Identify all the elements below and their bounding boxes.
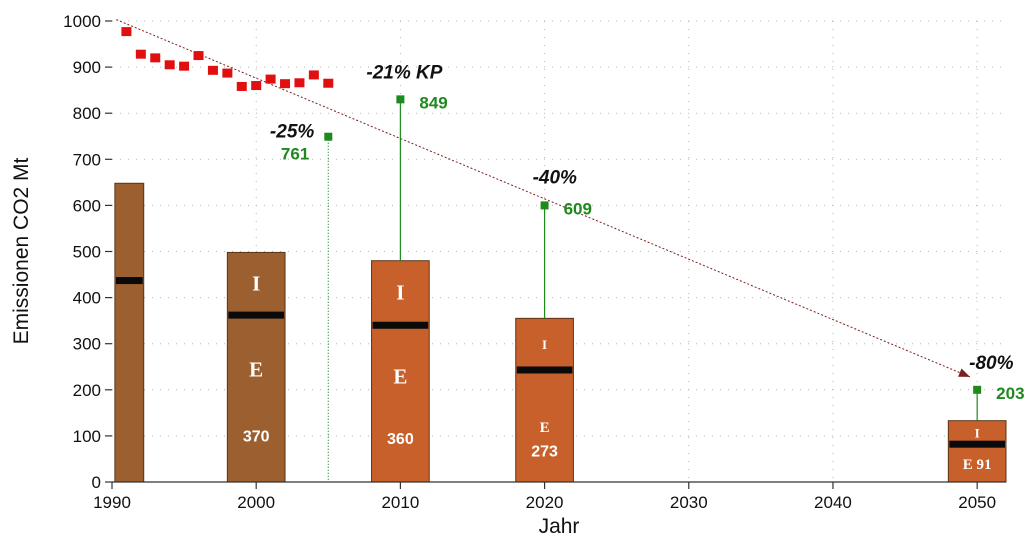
annual-point: [121, 27, 132, 37]
bar-split-line: [228, 311, 285, 319]
bar-i-label: I: [396, 281, 404, 305]
y-tick-label: 900: [73, 58, 101, 77]
target-marker: [973, 385, 982, 394]
annual-point: [150, 53, 161, 63]
trend-line: [116, 19, 971, 378]
target-marker: [540, 201, 549, 210]
target-value-label: 203: [996, 384, 1024, 403]
trend-arrowhead: [958, 368, 970, 377]
bar-split-line: [949, 440, 1005, 448]
x-tick-label: 2010: [381, 493, 419, 512]
bar-split-line: [115, 277, 143, 285]
target-value-label: 609: [564, 199, 592, 218]
y-tick-label: 200: [73, 381, 101, 400]
bar-i-label: I: [252, 272, 260, 296]
x-tick-label: 2050: [958, 493, 996, 512]
target-value-label: 849: [419, 93, 447, 112]
target-marker: [396, 95, 405, 104]
y-tick-label: 800: [73, 104, 101, 123]
annual-point: [135, 49, 146, 59]
y-tick-label: 0: [92, 473, 101, 492]
bar-value-label: 370: [243, 428, 270, 445]
x-tick-label: 2030: [670, 493, 708, 512]
target-percent-label: -21% KP: [366, 62, 442, 83]
y-axis-title: Emissionen CO2 Mt: [10, 157, 33, 344]
y-tick-label: 1000: [63, 12, 101, 31]
annual-point: [265, 74, 276, 84]
bar-value-label: 360: [387, 431, 414, 448]
y-tick-label: 600: [73, 196, 101, 215]
annual-points: [121, 27, 334, 91]
y-tick-label: 700: [73, 150, 101, 169]
annual-point: [280, 79, 291, 89]
bars: I E 370 I E 360 I E 273 I E 91: [114, 182, 1007, 483]
x-tick-label: 2040: [814, 493, 852, 512]
annual-point: [193, 51, 204, 61]
x-tick-label: 2020: [526, 493, 564, 512]
x-tick-label: 1990: [93, 493, 131, 512]
bar-i-label: I: [542, 337, 547, 352]
target-value-label: 761: [281, 145, 309, 164]
annual-point: [222, 68, 233, 78]
bar-value-label: 273: [531, 444, 558, 461]
annual-point: [308, 70, 319, 80]
annual-point: [164, 60, 175, 70]
y-tick-label: 500: [73, 243, 101, 262]
y-tick-label: 100: [73, 427, 101, 446]
bar-split-line: [372, 321, 429, 329]
y-tick-label: 300: [73, 335, 101, 354]
bar: [226, 251, 286, 483]
target-percent-label: -80%: [969, 353, 1013, 374]
annual-point: [294, 78, 305, 88]
targets: -25% 761 -21% KP 849 -40% 609 -80% 203: [270, 62, 1025, 482]
annual-point: [236, 81, 247, 91]
bar-split-line: [516, 366, 573, 374]
x-axis-title: Jahr: [539, 515, 580, 538]
bar-e-label: E: [393, 364, 407, 388]
annual-point: [207, 65, 218, 75]
bar-e-label: E: [540, 420, 550, 436]
annual-point: [251, 81, 262, 91]
x-tick-label: 2000: [237, 493, 275, 512]
axes: 0 100 200 300 400 500 600 700 800 900 1000 1990 2000…: [63, 12, 1006, 512]
annual-point: [179, 61, 190, 71]
target-percent-label: -25%: [270, 122, 314, 143]
y-tick-label: 400: [73, 289, 101, 308]
bar: [114, 182, 145, 483]
annual-point: [323, 78, 334, 88]
bar-i-label: I: [975, 425, 980, 440]
bar-e-label: E 91: [963, 457, 992, 473]
bar: [515, 317, 574, 483]
target-marker: [324, 132, 333, 141]
bar: [947, 420, 1007, 483]
bar: [371, 260, 430, 483]
bar-e-label: E: [249, 358, 263, 382]
target-percent-label: -40%: [533, 167, 577, 188]
